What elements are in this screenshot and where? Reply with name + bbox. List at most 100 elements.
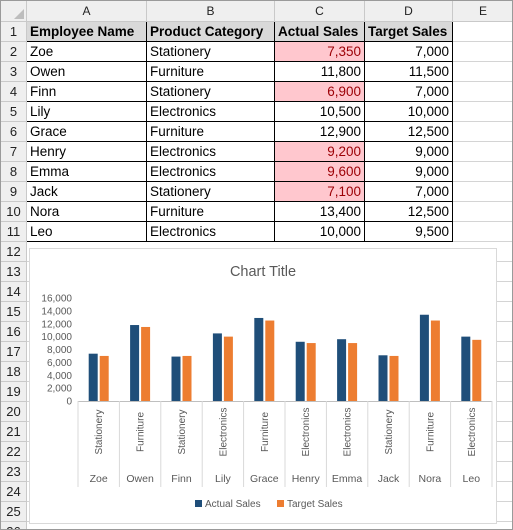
header-cell[interactable]: Target Sales bbox=[365, 22, 453, 42]
employee-name-cell[interactable]: Owen bbox=[27, 62, 147, 82]
x-category-label: Electronics bbox=[218, 408, 229, 457]
header-cell[interactable]: Product Category bbox=[147, 22, 275, 42]
employee-name-cell[interactable]: Emma bbox=[27, 162, 147, 182]
employee-name-cell[interactable]: Grace bbox=[27, 122, 147, 142]
chart-svg: Chart Title 0 2,000 4,000 6,000 8,000 10,000 1… bbox=[41, 264, 493, 510]
bar-actual-sales bbox=[88, 353, 98, 401]
row-header-8[interactable]: 8 bbox=[1, 162, 27, 182]
target-sales-cell[interactable]: 7,000 bbox=[365, 42, 453, 62]
column-header-c[interactable]: C bbox=[275, 1, 365, 22]
x-name-label: Nora bbox=[419, 473, 442, 485]
row-header-1[interactable]: 1 bbox=[1, 22, 27, 42]
row-header-18[interactable]: 18 bbox=[1, 362, 27, 382]
row-header-6[interactable]: 6 bbox=[1, 122, 27, 142]
column-header-b[interactable]: B bbox=[147, 1, 275, 22]
actual-sales-cell[interactable]: 10,500 bbox=[275, 102, 365, 122]
row-header-25[interactable]: 25 bbox=[1, 502, 27, 522]
x-name-label: Grace bbox=[250, 473, 279, 485]
target-sales-cell[interactable]: 9,000 bbox=[365, 142, 453, 162]
employee-name-cell[interactable]: Nora bbox=[27, 202, 147, 222]
row-header-5[interactable]: 5 bbox=[1, 102, 27, 122]
target-sales-cell[interactable]: 10,000 bbox=[365, 102, 453, 122]
employee-name-cell[interactable]: Zoe bbox=[27, 42, 147, 62]
row-header-7[interactable]: 7 bbox=[1, 142, 27, 162]
target-sales-cell[interactable]: 12,500 bbox=[365, 202, 453, 222]
empty-cell[interactable] bbox=[453, 42, 512, 62]
actual-sales-cell[interactable]: 6,900 bbox=[275, 82, 365, 102]
row-header-15[interactable]: 15 bbox=[1, 302, 27, 322]
x-category-label: Electronics bbox=[343, 408, 354, 457]
row-header-9[interactable]: 9 bbox=[1, 182, 27, 202]
row-header-4[interactable]: 4 bbox=[1, 82, 27, 102]
row-header-22[interactable]: 22 bbox=[1, 442, 27, 462]
row-header-13[interactable]: 13 bbox=[1, 262, 27, 282]
product-category-cell[interactable]: Stationery bbox=[147, 82, 275, 102]
row-header-17[interactable]: 17 bbox=[1, 342, 27, 362]
row-header-14[interactable]: 14 bbox=[1, 282, 27, 302]
x-category-label: Electronics bbox=[467, 408, 478, 457]
row-header-12[interactable]: 12 bbox=[1, 242, 27, 262]
actual-sales-cell[interactable]: 9,200 bbox=[275, 142, 365, 162]
empty-cell[interactable] bbox=[453, 62, 512, 82]
bar-actual-sales bbox=[461, 336, 471, 401]
y-tick-label: 4,000 bbox=[47, 371, 72, 382]
actual-sales-cell[interactable]: 13,400 bbox=[275, 202, 365, 222]
product-category-cell[interactable]: Furniture bbox=[147, 122, 275, 142]
product-category-cell[interactable]: Stationery bbox=[147, 182, 275, 202]
empty-cell[interactable] bbox=[453, 182, 512, 202]
chart[interactable]: Chart Title 0 2,000 4,000 6,000 8,000 10,000 1… bbox=[29, 248, 497, 524]
column-header-e[interactable]: E bbox=[453, 1, 512, 22]
header-cell[interactable]: Employee Name bbox=[27, 22, 147, 42]
empty-cell[interactable] bbox=[453, 142, 512, 162]
actual-sales-cell[interactable]: 7,350 bbox=[275, 42, 365, 62]
product-category-cell[interactable]: Stationery bbox=[147, 42, 275, 62]
target-sales-cell[interactable]: 12,500 bbox=[365, 122, 453, 142]
row-header-19[interactable]: 19 bbox=[1, 382, 27, 402]
row-header-16[interactable]: 16 bbox=[1, 322, 27, 342]
actual-sales-cell[interactable]: 11,800 bbox=[275, 62, 365, 82]
target-sales-cell[interactable]: 9,000 bbox=[365, 162, 453, 182]
select-all-corner[interactable] bbox=[1, 1, 27, 22]
empty-cell[interactable] bbox=[453, 222, 512, 242]
row-header-20[interactable]: 20 bbox=[1, 402, 27, 422]
employee-name-cell[interactable]: Finn bbox=[27, 82, 147, 102]
row-header-26[interactable]: 26 bbox=[1, 522, 27, 529]
row-header-21[interactable]: 21 bbox=[1, 422, 27, 442]
product-category-cell[interactable]: Electronics bbox=[147, 162, 275, 182]
row-header-2[interactable]: 2 bbox=[1, 42, 27, 62]
target-sales-cell[interactable]: 7,000 bbox=[365, 82, 453, 102]
empty-cell[interactable] bbox=[453, 82, 512, 102]
row-header-10[interactable]: 10 bbox=[1, 202, 27, 222]
x-name-label: Lily bbox=[215, 473, 232, 485]
product-category-cell[interactable]: Furniture bbox=[147, 62, 275, 82]
row-header-24[interactable]: 24 bbox=[1, 482, 27, 502]
product-category-cell[interactable]: Electronics bbox=[147, 102, 275, 122]
header-cell[interactable]: Actual Sales bbox=[275, 22, 365, 42]
empty-cell[interactable] bbox=[453, 22, 512, 42]
row-header-3[interactable]: 3 bbox=[1, 62, 27, 82]
target-sales-cell[interactable]: 9,500 bbox=[365, 222, 453, 242]
actual-sales-cell[interactable]: 7,100 bbox=[275, 182, 365, 202]
bar-actual-sales bbox=[171, 356, 181, 401]
product-category-cell[interactable]: Electronics bbox=[147, 222, 275, 242]
row-header-23[interactable]: 23 bbox=[1, 462, 27, 482]
row-header-11[interactable]: 11 bbox=[1, 222, 27, 242]
column-header-d[interactable]: D bbox=[365, 1, 453, 22]
product-category-cell[interactable]: Furniture bbox=[147, 202, 275, 222]
column-header-a[interactable]: A bbox=[27, 1, 147, 22]
bar-target-sales bbox=[182, 355, 192, 401]
empty-cell[interactable] bbox=[453, 202, 512, 222]
employee-name-cell[interactable]: Henry bbox=[27, 142, 147, 162]
target-sales-cell[interactable]: 11,500 bbox=[365, 62, 453, 82]
product-category-cell[interactable]: Electronics bbox=[147, 142, 275, 162]
actual-sales-cell[interactable]: 12,900 bbox=[275, 122, 365, 142]
employee-name-cell[interactable]: Leo bbox=[27, 222, 147, 242]
employee-name-cell[interactable]: Jack bbox=[27, 182, 147, 202]
actual-sales-cell[interactable]: 9,600 bbox=[275, 162, 365, 182]
empty-cell[interactable] bbox=[453, 162, 512, 182]
target-sales-cell[interactable]: 7,000 bbox=[365, 182, 453, 202]
employee-name-cell[interactable]: Lily bbox=[27, 102, 147, 122]
empty-cell[interactable] bbox=[453, 122, 512, 142]
actual-sales-cell[interactable]: 10,000 bbox=[275, 222, 365, 242]
empty-cell[interactable] bbox=[453, 102, 512, 122]
